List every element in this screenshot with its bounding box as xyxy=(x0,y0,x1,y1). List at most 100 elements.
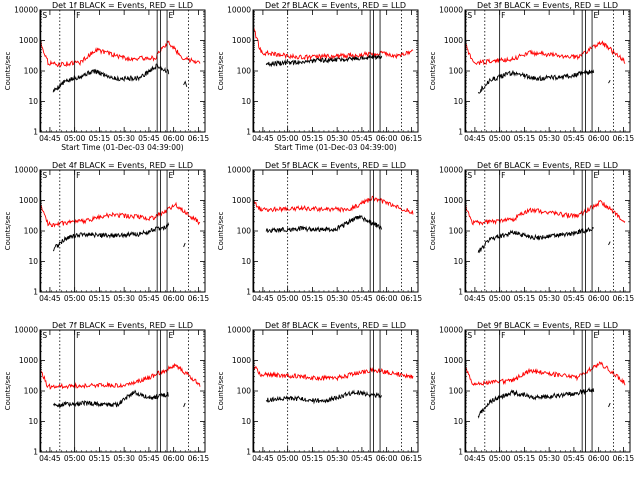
x-tick-label: 06:00 xyxy=(376,454,398,463)
x-tick-label: 05:45 xyxy=(351,454,373,463)
y-tick-label: 1 xyxy=(458,448,463,457)
panel-title: Det 8f BLACK = Events, RED = LLD xyxy=(265,321,406,330)
y-tick-label: 100 xyxy=(237,227,252,236)
series-events-line xyxy=(52,221,170,252)
x-tick-label: 05:30 xyxy=(113,134,135,143)
panel-det-7: S F E 1 10 100 1000 10000 04:45 05:00 05:15 05:30 05… xyxy=(4,321,209,463)
series-events-tail xyxy=(608,79,611,84)
series-events-tail xyxy=(183,242,186,248)
x-tick-label: 04:45 xyxy=(464,454,486,463)
panel-det-9: S F E 1 10 100 1000 10000 04:45 05:00 05:15 05:30 05… xyxy=(429,321,634,463)
interval-marker-label: F xyxy=(501,11,505,20)
y-tick-label: 1000 xyxy=(19,36,38,45)
y-tick-label: 10000 xyxy=(14,6,38,15)
x-tick-label: 04:45 xyxy=(464,134,486,143)
interval-marker-label: E xyxy=(169,11,174,20)
series-events-tail xyxy=(608,402,611,408)
panel-det-1: S F E 1 10 100 1000 10000 04:45 05:00 05:15 05:30 05… xyxy=(4,1,209,152)
x-tick-label: 04:45 xyxy=(39,134,61,143)
x-tick-label: 05:00 xyxy=(277,454,299,463)
y-tick-label: 100 xyxy=(449,227,464,236)
y-tick-label: 100 xyxy=(24,67,39,76)
panel-title: Det 6f BLACK = Events, RED = LLD xyxy=(477,161,618,170)
y-tick-label: 1 xyxy=(458,288,463,297)
x-tick-label: 05:15 xyxy=(302,454,324,463)
x-tick-label: 05:00 xyxy=(489,294,511,303)
y-tick-label: 100 xyxy=(24,387,39,396)
series-lld-line xyxy=(39,201,201,228)
y-tick-label: 10 xyxy=(241,257,251,266)
y-tick-label: 10000 xyxy=(227,6,251,15)
x-axis-label: Start Time (01-Dec-03 04:39:00) xyxy=(61,143,183,152)
panel-title: Det 2f BLACK = Events, RED = LLD xyxy=(265,1,406,10)
y-tick-label: 100 xyxy=(237,67,252,76)
y-tick-label: 1 xyxy=(246,288,251,297)
y-axis-label: Counts/sec xyxy=(429,212,437,251)
x-tick-label: 05:15 xyxy=(302,134,324,143)
y-tick-label: 1000 xyxy=(232,36,251,45)
x-tick-label: 04:45 xyxy=(39,294,61,303)
plot-frame xyxy=(252,329,419,453)
y-axis-label: Counts/sec xyxy=(429,52,437,91)
interval-marker-label: E xyxy=(169,171,174,180)
x-tick-label: 05:30 xyxy=(326,294,348,303)
panel-det-5: 1 10 100 1000 10000 04:45 05:00 05:15 05:30 05:45… xyxy=(217,161,422,303)
y-axis-label: Counts/sec xyxy=(4,52,12,91)
x-tick-label: 05:45 xyxy=(351,294,373,303)
plot-frame xyxy=(252,169,419,293)
x-tick-label: 05:30 xyxy=(113,294,135,303)
panel-det-2: 1 10 100 1000 10000 04:45 05:00 05:15 05:30 05:45… xyxy=(217,1,422,152)
plot-frame xyxy=(39,329,206,453)
series-events-tail xyxy=(183,402,186,408)
plot-frame xyxy=(39,169,206,293)
x-tick-label: 04:45 xyxy=(464,294,486,303)
x-tick-label: 05:30 xyxy=(538,134,560,143)
x-tick-label: 05:30 xyxy=(326,454,348,463)
interval-marker-label: E xyxy=(594,171,599,180)
x-tick-label: 06:15 xyxy=(613,134,635,143)
x-tick-label: 06:00 xyxy=(163,134,185,143)
y-tick-label: 10 xyxy=(28,417,38,426)
x-tick-label: 05:00 xyxy=(277,294,299,303)
y-tick-label: 10000 xyxy=(227,326,251,335)
interval-marker-label: S xyxy=(467,331,472,340)
x-tick-label: 06:00 xyxy=(163,454,185,463)
plot-frame xyxy=(464,329,631,453)
x-tick-label: 05:15 xyxy=(514,134,536,143)
y-tick-label: 1 xyxy=(33,128,38,137)
series-lld-line xyxy=(464,361,626,387)
interval-marker-label: S xyxy=(467,171,472,180)
series-events-line xyxy=(477,226,595,254)
x-tick-label: 06:15 xyxy=(401,134,423,143)
x-tick-label: 06:15 xyxy=(188,454,210,463)
y-tick-label: 10000 xyxy=(14,166,38,175)
y-axis-label: Counts/sec xyxy=(217,372,225,411)
x-tick-label: 04:45 xyxy=(252,134,274,143)
y-tick-label: 1000 xyxy=(232,196,251,205)
y-tick-label: 10 xyxy=(28,257,38,266)
x-tick-label: 06:00 xyxy=(163,294,185,303)
x-tick-label: 05:00 xyxy=(277,134,299,143)
y-tick-label: 1 xyxy=(33,448,38,457)
interval-marker-label: F xyxy=(76,171,80,180)
panel-title: Det 3f BLACK = Events, RED = LLD xyxy=(477,1,618,10)
y-tick-label: 10 xyxy=(453,97,463,106)
series-events-line xyxy=(265,389,383,405)
interval-marker-label: E xyxy=(594,11,599,20)
series-events-line xyxy=(52,63,170,93)
interval-marker-label: F xyxy=(76,331,80,340)
x-tick-label: 05:00 xyxy=(489,454,511,463)
panel-title: Det 1f BLACK = Events, RED = LLD xyxy=(52,1,193,10)
x-tick-label: 06:15 xyxy=(188,294,210,303)
interval-marker-label: F xyxy=(76,11,80,20)
x-tick-label: 05:15 xyxy=(89,454,111,463)
interval-marker-label: S xyxy=(467,11,472,20)
x-tick-label: 05:00 xyxy=(64,294,86,303)
y-tick-label: 1 xyxy=(246,448,251,457)
y-tick-label: 1000 xyxy=(444,356,463,365)
interval-marker-label: S xyxy=(42,331,47,340)
x-tick-label: 05:15 xyxy=(302,294,324,303)
y-tick-label: 1000 xyxy=(444,36,463,45)
y-tick-label: 10 xyxy=(241,97,251,106)
y-tick-label: 10 xyxy=(241,417,251,426)
